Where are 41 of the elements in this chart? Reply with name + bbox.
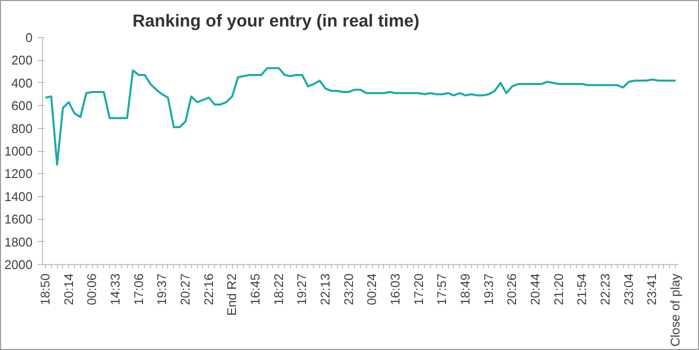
x-tick-label: 19:27 — [295, 274, 310, 306]
x-tick-label: 18:49 — [458, 274, 473, 306]
x-tick-label: 22:16 — [202, 274, 216, 306]
y-tick-label: 1400 — [4, 190, 32, 204]
x-tick-label: 16:03 — [388, 274, 403, 306]
x-tick-label: 21:20 — [552, 274, 566, 306]
x-tick-label: 00:06 — [85, 274, 100, 306]
y-tick-label: 1200 — [4, 167, 32, 182]
x-tick-label: 22:13 — [318, 274, 332, 306]
x-tick-label: 20:44 — [528, 274, 543, 306]
chart-title: Ranking of your entry (in real time) — [132, 10, 420, 30]
x-tick-label: 20:27 — [178, 274, 192, 306]
x-tick-label: 00:24 — [365, 274, 380, 306]
x-tick-label: 21:54 — [575, 274, 590, 306]
y-tick-label: 400 — [11, 76, 33, 90]
x-tick-label: 17:20 — [412, 274, 426, 306]
x-tick-label: 19:37 — [482, 274, 496, 306]
x-tick-label: End R2 — [225, 273, 240, 316]
y-tick-label: 600 — [11, 99, 33, 114]
x-tick-label: 18:50 — [38, 274, 52, 306]
y-tick-label: 1800 — [4, 235, 32, 250]
x-tick-label: 22:23 — [598, 274, 613, 306]
x-tick-label: 20:14 — [62, 274, 76, 306]
x-tick-label: 19:37 — [155, 274, 170, 306]
line-series — [44, 67, 677, 166]
x-tick-label: Close of play — [668, 272, 683, 347]
x-tick-label: 14:33 — [108, 274, 122, 306]
x-tick-label: 20:26 — [505, 274, 520, 306]
x-tick-label: 23:41 — [645, 274, 660, 306]
x-tick-label: 17:57 — [435, 274, 450, 306]
y-tick-label: 200 — [11, 54, 33, 68]
x-tick-label: 23:20 — [342, 274, 356, 306]
y-tick-label: 1600 — [4, 212, 32, 227]
y-tick-label: 800 — [11, 122, 33, 136]
x-tick-label: 16:45 — [248, 274, 262, 306]
x-tick-label: 17:06 — [132, 274, 146, 306]
y-tick-label: 1000 — [4, 144, 32, 158]
y-tick-label: 2000 — [4, 258, 32, 272]
y-tick-label: 0 — [25, 31, 33, 45]
x-tick-label: 23:04 — [622, 274, 636, 306]
x-tick-label: 18:22 — [272, 274, 286, 306]
